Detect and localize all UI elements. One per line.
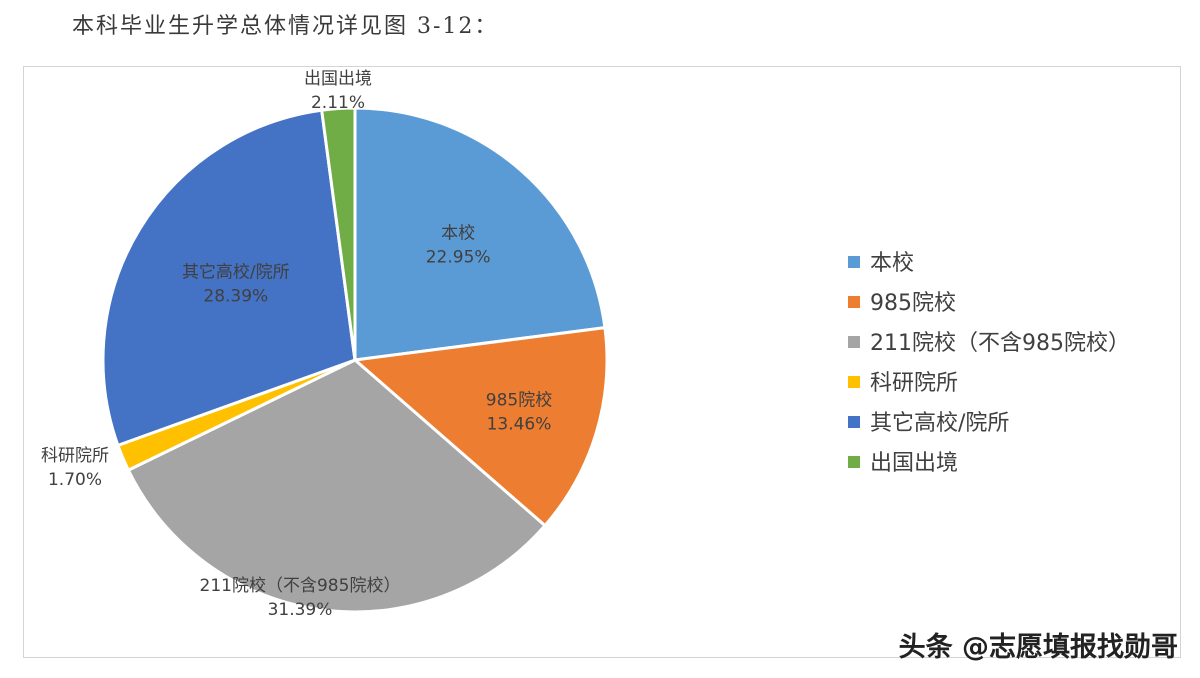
slice-label-name-4: 科研院所 — [41, 446, 109, 466]
slice-label-name-5: 其它高校/院所 — [182, 262, 290, 282]
legend-swatch-4 — [848, 376, 860, 388]
pie-slice-6 — [320, 106, 357, 361]
slice-label-value-1: 22.95% — [426, 248, 491, 268]
page-heading: 本科毕业生升学总体情况详见图 3-12： — [72, 14, 499, 39]
slice-label-value-6: 2.11% — [311, 93, 365, 113]
legend-label-6: 出国出境 — [870, 451, 958, 476]
chart-frame — [23, 66, 1181, 658]
slice-label-name-3: 211院校（不含985院校） — [200, 576, 401, 596]
slice-labels: 本校 22.95% 985院校 13.46% 211院校（不含985院校） 31.39% 科… — [41, 69, 552, 620]
legend-label-4: 科研院所 — [870, 371, 958, 396]
slice-label-name-2: 985院校 — [486, 391, 552, 411]
pie-slice-2 — [351, 325, 609, 528]
slice-label-name-1: 本校 — [441, 224, 475, 244]
legend-swatch-6 — [848, 456, 860, 468]
slice-label-value-2: 13.46% — [487, 415, 552, 435]
pie-slice-1 — [353, 106, 607, 362]
pie-slice-5 — [101, 108, 357, 448]
legend-swatch-2 — [848, 296, 860, 308]
pie-slices — [101, 106, 609, 614]
legend-label-5: 其它高校/院所 — [870, 411, 1009, 436]
slice-label-value-3: 31.39% — [268, 600, 333, 620]
slice-label-value-4: 1.70% — [48, 470, 102, 490]
watermark: 头条 @志愿填报找勋哥 — [898, 632, 1178, 663]
legend-label-1: 本校 — [870, 251, 914, 276]
slice-label-name-6: 出国出境 — [304, 69, 372, 89]
legend-swatch-1 — [848, 256, 860, 268]
slice-label-value-5: 28.39% — [203, 286, 268, 306]
legend-label-2: 985院校 — [870, 291, 956, 316]
legend-label-3: 211院校（不含985院校） — [870, 331, 1130, 356]
legend-swatch-3 — [848, 336, 860, 348]
legend-swatch-5 — [848, 416, 860, 428]
pie-slice-3 — [126, 358, 548, 614]
